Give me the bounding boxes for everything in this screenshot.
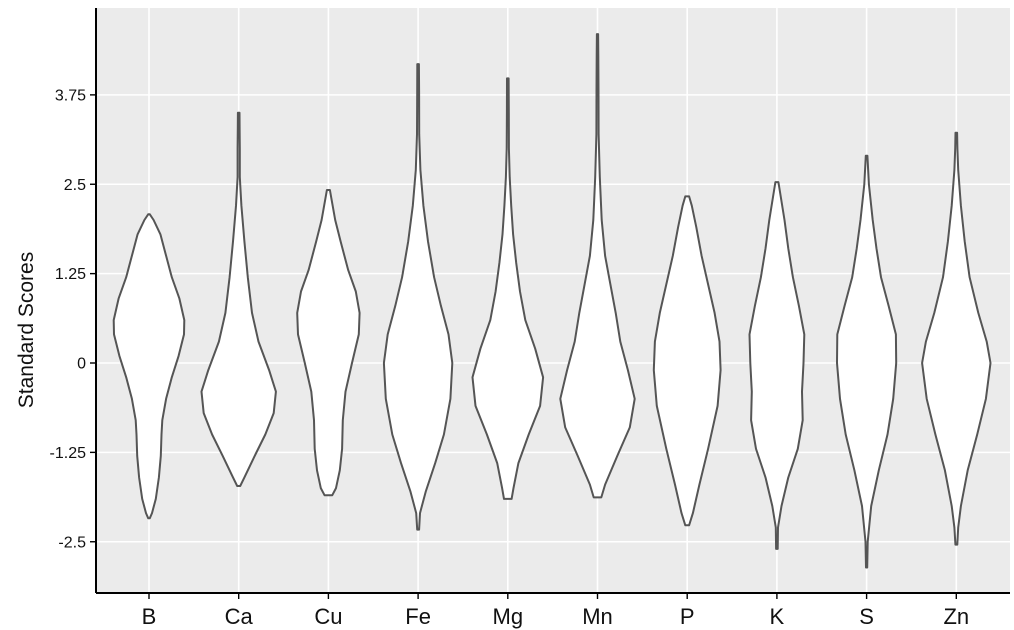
x-tick-label: B: [142, 604, 157, 629]
y-tick-label: -1.25: [50, 445, 87, 462]
x-axis-ticks: B Ca Cu Fe Mg Mn P K S Zn: [142, 593, 969, 629]
x-tick-label: S: [859, 604, 874, 629]
x-tick-label: P: [680, 604, 695, 629]
x-tick-label: Zn: [943, 604, 969, 629]
x-tick-label: K: [770, 604, 785, 629]
y-axis-title: Standard Scores: [15, 252, 38, 408]
x-tick-label: Cu: [314, 604, 342, 629]
violin-fe: [382, 63, 454, 531]
violin-k: [748, 181, 806, 550]
x-tick-label: Fe: [405, 604, 431, 629]
x-tick-label: Ca: [225, 604, 254, 629]
violin-cu: [296, 189, 361, 497]
y-tick-label: 0: [77, 356, 86, 373]
y-tick-label: 2.5: [64, 177, 86, 194]
violin-zn: [921, 131, 992, 546]
violin-mg: [471, 77, 545, 500]
violin-mn: [559, 33, 636, 499]
x-tick-label: Mg: [493, 604, 524, 629]
violin-b: [112, 213, 186, 520]
violin-s: [836, 154, 898, 569]
y-tick-label: -2.5: [58, 534, 86, 551]
y-tick-label: 1.25: [55, 266, 86, 283]
y-tick-label: 3.75: [55, 87, 86, 104]
y-axis-ticks: 3.75 2.5 1.25 0 -1.25 -2.5: [50, 87, 96, 551]
violin-p: [652, 195, 722, 527]
violins: [112, 33, 992, 569]
x-tick-label: Mn: [582, 604, 613, 629]
violin-ca: [200, 111, 277, 487]
